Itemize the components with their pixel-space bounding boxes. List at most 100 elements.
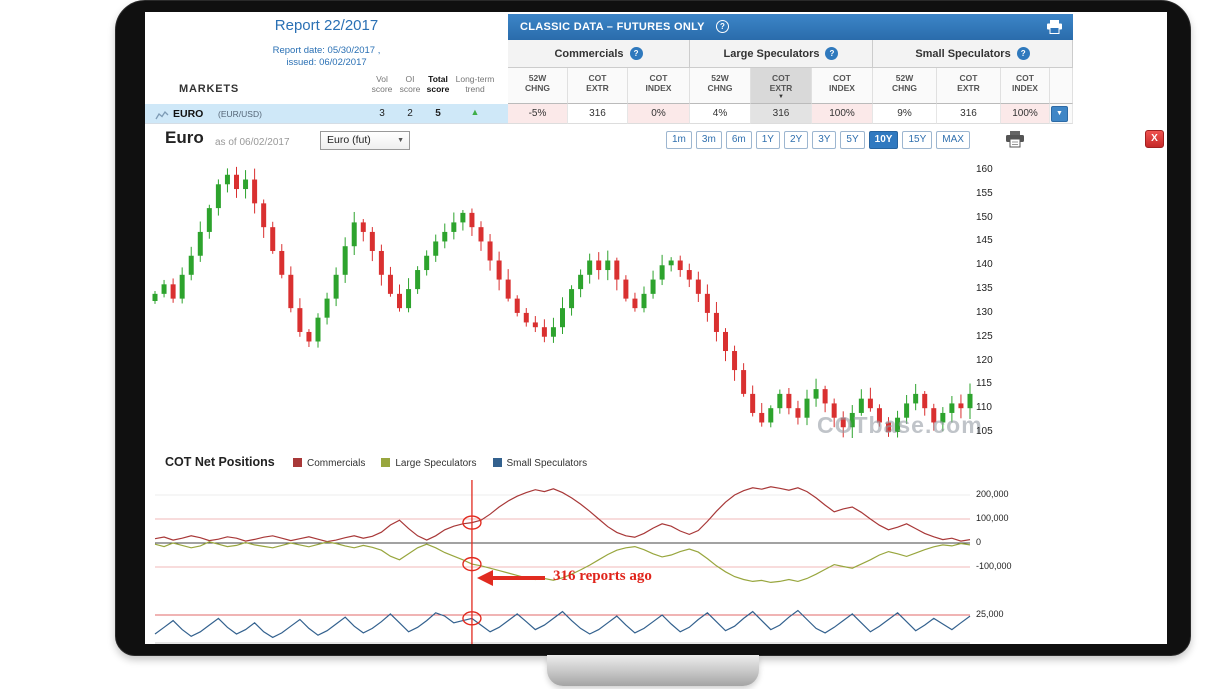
chart-title: Euro: [165, 128, 204, 147]
range-button-15y[interactable]: 15Y: [902, 131, 933, 149]
range-button-max[interactable]: MAX: [936, 131, 970, 149]
cot-legend: Commercials Large Speculators Small Specul…: [293, 458, 587, 469]
sparkline-icon: [155, 108, 169, 126]
euro-value-cell: 316: [937, 104, 1001, 124]
report-date: Report date: 05/30/2017 ,: [272, 45, 381, 56]
sort-arrow-icon: ▼: [778, 94, 784, 100]
laptop-frame: Report 22/2017 Report date: 05/30/2017 ,…: [115, 0, 1191, 656]
legend-swatch: [381, 458, 391, 467]
range-button-5y[interactable]: 5Y: [840, 131, 865, 149]
help-icon[interactable]: ?: [825, 47, 839, 60]
column-header-52w-chng[interactable]: 52W CHNG: [508, 68, 568, 104]
group-header-small-speculators: Small Speculators?: [873, 40, 1073, 68]
close-chart-button[interactable]: X: [1145, 130, 1164, 148]
euro-value-cell: -5%: [508, 104, 568, 124]
annotation-316-label: 316 reports ago: [553, 568, 652, 584]
annotation-316: [462, 480, 545, 644]
euro-value-cell: 4%: [690, 104, 751, 124]
price-axis-label: 130: [976, 306, 993, 318]
help-icon[interactable]: ?: [1016, 47, 1030, 60]
legend-item-commercials: Commercials: [293, 458, 365, 469]
euro-value-cell: 100%: [1001, 104, 1050, 124]
chevron-down-icon: ▼: [397, 137, 404, 144]
range-button-3m[interactable]: 3m: [695, 131, 722, 149]
price-axis-label: 115: [976, 378, 992, 390]
legend-item-large-speculators: Large Speculators: [381, 458, 477, 469]
table-subheader-row: 52W CHNG COT EXTR COT INDEX 52W CHNG COT EXTR ▼ COT…: [508, 68, 1073, 104]
app-window: Report 22/2017 Report date: 05/30/2017 ,…: [145, 12, 1167, 644]
table-group-header-row: Commercials? Large Speculators? Small Spec…: [508, 40, 1073, 68]
legend-swatch: [293, 458, 302, 467]
cot-axis-label: 25,000: [976, 609, 1004, 619]
trend-up-icon: ▲: [470, 107, 480, 117]
chart-as-of: as of 06/02/2017: [215, 137, 290, 148]
euro-value-cell: 100%: [812, 104, 873, 124]
range-button-3y[interactable]: 3Y: [812, 131, 837, 149]
classic-data-title: CLASSIC DATA – FUTURES ONLY: [520, 21, 705, 33]
cot-axis-label: 100,000: [976, 513, 1009, 523]
price-axis-label: 110: [976, 402, 992, 414]
legend-swatch: [492, 458, 502, 467]
column-header-cot-extr[interactable]: COT EXTR ▼: [751, 68, 812, 104]
euro-value-cell: 9%: [873, 104, 937, 124]
candlestick-chart: [152, 166, 973, 439]
cot-axis-label: 0: [976, 537, 982, 547]
cot-section-title: COT Net Positions: [165, 455, 275, 469]
column-header-cot-extr[interactable]: COT EXTR: [937, 68, 1001, 104]
euro-value-cell: 0%: [628, 104, 690, 124]
column-header-spacer: [1050, 68, 1073, 104]
instrument-select[interactable]: Euro (fut) ▼: [320, 131, 410, 150]
group-header-commercials: Commercials?: [508, 40, 690, 68]
price-axis-label: 135: [976, 283, 993, 295]
cot-axis-label: 200,000: [976, 489, 1009, 499]
report-issued-date: issued: 06/02/2017: [286, 57, 367, 68]
euro-row[interactable]: EURO (EUR/USD) 3 2 5 ▲: [145, 104, 508, 124]
price-axis-label: 140: [976, 259, 993, 271]
score-column-header-long-term: Long-term trend: [455, 74, 495, 94]
price-axis-label: 145: [976, 235, 993, 247]
euro-value-cell: 316: [568, 104, 628, 124]
market-symbol: EURO: [173, 108, 204, 120]
classic-data-header: CLASSIC DATA – FUTURES ONLY ?: [508, 14, 1073, 40]
market-pair: (EUR/USD): [218, 109, 262, 119]
column-header-52w-chng[interactable]: 52W CHNG: [873, 68, 937, 104]
euro-value-cell: 316: [751, 104, 812, 124]
row-dropdown-button[interactable]: ▼: [1051, 106, 1068, 122]
cot-axis-label: -100,000: [976, 561, 1012, 571]
print-chart-button[interactable]: [1005, 131, 1025, 153]
instrument-select-value: Euro (fut): [327, 134, 371, 146]
laptop-base: [547, 655, 759, 686]
range-button-2y[interactable]: 2Y: [783, 131, 809, 149]
range-button-1y[interactable]: 1Y: [755, 131, 780, 149]
price-axis-label: 155: [976, 187, 993, 199]
range-button-6m[interactable]: 6m: [725, 131, 752, 149]
score-column-header-vol: Vol score: [371, 74, 393, 94]
price-axis-label: 120: [976, 354, 993, 366]
score-column-header-oi: OI score: [399, 74, 421, 94]
printer-icon[interactable]: [1046, 20, 1063, 39]
column-header-52w-chng[interactable]: 52W CHNG: [690, 68, 751, 104]
markets-label: MARKETS: [179, 83, 239, 95]
range-button-1m[interactable]: 1m: [666, 131, 692, 149]
legend-item-small-speculators: Small Speculators: [492, 458, 587, 469]
group-header-large-speculators: Large Speculators?: [690, 40, 873, 68]
oi-score-value: 2: [407, 108, 413, 119]
column-header-cot-index[interactable]: COT INDEX: [628, 68, 690, 104]
price-axis-label: 125: [976, 330, 993, 342]
price-axis-label: 105: [976, 426, 993, 437]
column-header-cot-index[interactable]: COT INDEX: [1001, 68, 1050, 104]
cot-net-positions-lines: [154, 486, 971, 639]
range-button-10y[interactable]: 10Y: [868, 131, 899, 149]
column-header-cot-index[interactable]: COT INDEX: [812, 68, 873, 104]
help-icon[interactable]: ?: [716, 20, 729, 33]
price-axis-label: 150: [976, 211, 993, 223]
price-axis-label: 160: [976, 164, 993, 175]
vol-score-value: 3: [379, 108, 385, 119]
column-header-cot-extr[interactable]: COT EXTR: [568, 68, 628, 104]
euro-row-values: -5% 316 0% 4% 316 100% 9% 316 100%: [508, 104, 1073, 124]
watermark: COTbase.com: [817, 412, 983, 438]
report-title: Report 22/2017: [274, 17, 379, 34]
range-button-group: 1m 3m 6m 1Y 2Y 3Y 5Y 10Y 15Y MAX: [666, 131, 970, 149]
help-icon[interactable]: ?: [629, 47, 643, 60]
